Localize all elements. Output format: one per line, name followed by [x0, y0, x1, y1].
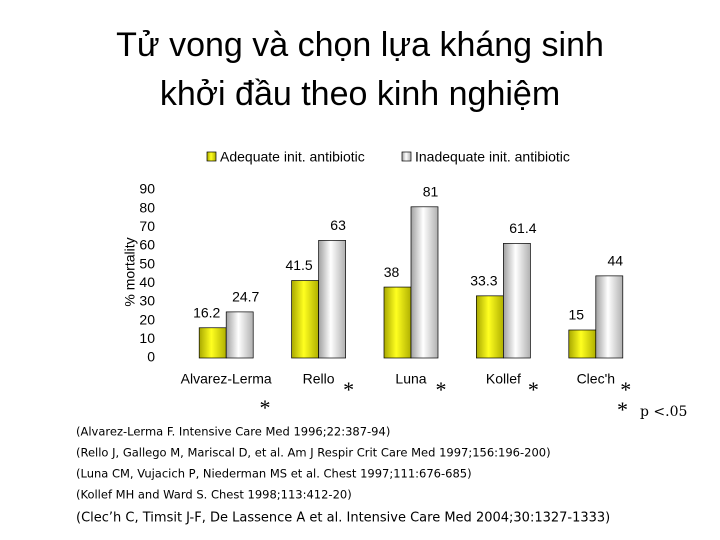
y-tick-label: 90: [139, 181, 155, 197]
bar: [198, 327, 227, 359]
significance-marker: *: [528, 377, 539, 402]
value-label: 33.3: [470, 273, 497, 289]
title-line: khởi đầu theo kinh nghiệm: [160, 75, 560, 113]
legend-swatch: [401, 151, 412, 162]
y-tick-label: 50: [139, 255, 155, 271]
significance-marker: *: [343, 377, 354, 402]
y-tick-label: 30: [139, 293, 155, 309]
reference: (Luna CM, Vujacich P, Niederman MS et al…: [76, 467, 472, 481]
bar: [318, 240, 346, 359]
significance-note-marker: *: [617, 397, 628, 422]
title-line: Tử vong và chọn lựa kháng sinh: [116, 26, 604, 64]
value-label: 15: [569, 307, 585, 323]
x-tick-label: Kollef: [486, 371, 521, 387]
y-tick-label: 60: [139, 237, 155, 253]
value-label: 16.2: [193, 304, 220, 320]
y-tick-label: 80: [139, 199, 155, 215]
bar: [291, 280, 319, 359]
legend-label: Adequate init. antibiotic: [220, 149, 365, 165]
reference: (Rello J, Gallego M, Mariscal D, et al. …: [76, 446, 551, 460]
y-tick-label: 20: [139, 311, 155, 327]
y-tick-label: 0: [147, 349, 155, 365]
bar: [383, 286, 412, 359]
bar: [503, 243, 531, 359]
y-tick-label: 10: [139, 330, 155, 346]
legend-swatch: [206, 151, 217, 162]
value-label: 38: [384, 264, 400, 280]
x-tick-label: Clec'h: [577, 371, 615, 387]
value-label: 24.7: [232, 289, 259, 305]
legend-label: Inadequate init. antibiotic: [415, 149, 570, 165]
x-tick-label: Rello: [303, 371, 335, 387]
bar: [225, 311, 254, 359]
bar: [595, 275, 624, 359]
y-tick-label: 40: [139, 274, 155, 290]
bar: [410, 206, 439, 359]
x-tick-label: Luna: [395, 371, 426, 387]
value-label: 61.4: [509, 220, 536, 236]
value-label: 81: [423, 184, 439, 200]
reference: (Clec’h C, Timsit J-F, De Lassence A et …: [76, 511, 610, 526]
y-axis-label: % mortality: [122, 237, 138, 306]
bar: [568, 329, 597, 359]
value-label: 63: [330, 217, 346, 233]
y-tick-label: 70: [139, 218, 155, 234]
significance-marker: *: [260, 395, 271, 420]
significance-marker: *: [436, 377, 447, 402]
reference: (Alvarez-Lerma F. Intensive Care Med 199…: [76, 425, 390, 439]
bar: [476, 295, 504, 359]
significance-marker: *: [620, 377, 631, 402]
value-label: 44: [608, 253, 624, 269]
reference: (Kollef MH and Ward S. Chest 1998;113:41…: [76, 488, 352, 502]
x-tick-label: Alvarez-Lerma: [181, 371, 272, 387]
significance-note: p <.05: [640, 404, 687, 420]
value-label: 41.5: [285, 257, 312, 273]
